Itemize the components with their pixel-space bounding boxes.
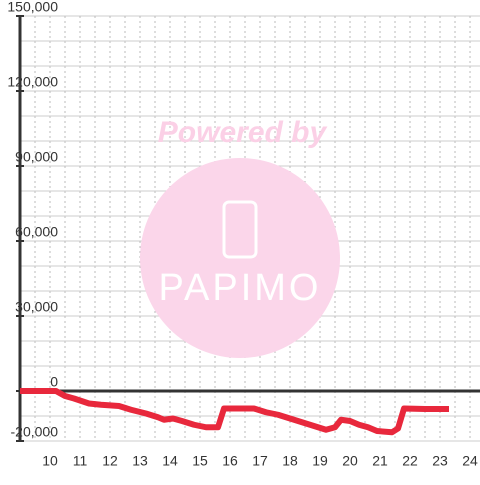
x-tick-label: 19 <box>312 453 328 469</box>
x-tick-label: 20 <box>342 453 358 469</box>
y-tick-label: 90,000 <box>15 149 58 165</box>
y-tick-label: 120,000 <box>7 74 58 90</box>
x-tick-label: 10 <box>42 453 58 469</box>
x-tick-label: 13 <box>132 453 148 469</box>
watermark-icon <box>222 200 258 259</box>
x-tick-label: 18 <box>282 453 298 469</box>
x-tick-label: 14 <box>162 453 178 469</box>
x-tick-label: 23 <box>432 453 448 469</box>
x-tick-label: 11 <box>73 453 88 469</box>
x-tick-label: 22 <box>402 453 418 469</box>
y-tick-label: -20,000 <box>11 424 59 440</box>
x-tick-label: 24 <box>462 453 478 469</box>
x-tick-label: 16 <box>222 453 238 469</box>
y-tick-label: 60,000 <box>15 224 58 240</box>
x-tick-label: 12 <box>102 453 118 469</box>
y-tick-label: 30,000 <box>15 299 58 315</box>
x-tick-label: 21 <box>372 453 388 469</box>
x-tick-label: 17 <box>252 453 268 469</box>
watermark-text: Powered by <box>158 116 328 149</box>
y-tick-label: 150,000 <box>7 0 58 15</box>
x-tick-label: 15 <box>192 453 208 469</box>
data-line <box>20 388 450 436</box>
y-tick-label: 0 <box>50 374 58 390</box>
watermark-text: PAPIMO <box>159 267 322 309</box>
